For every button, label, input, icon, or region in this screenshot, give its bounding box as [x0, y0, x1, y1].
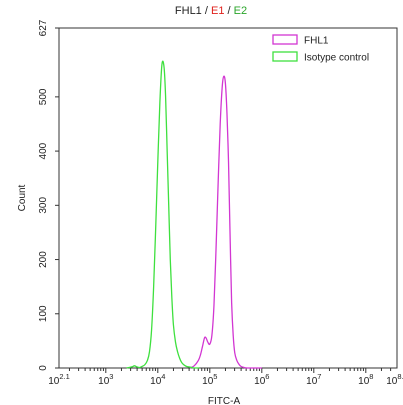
x-tick-label: 106 [254, 372, 269, 387]
title-part-3: / [224, 5, 233, 17]
legend-label: Isotype control [304, 53, 369, 64]
title-part-2: E1 [211, 5, 224, 17]
title-part-1: / [202, 5, 211, 17]
series-line-isotype-control [126, 60, 200, 369]
x-tick-label: 104 [150, 372, 165, 387]
chart-title: FHL1 / E1 / E2 [175, 5, 247, 17]
series-layer [126, 60, 262, 369]
legend-label: FHL1 [304, 36, 329, 47]
x-tick-label: 102.1 [48, 372, 70, 387]
title-part-0: FHL1 [175, 5, 202, 17]
y-tick-label: 500 [38, 88, 49, 105]
series-line-fhl1 [189, 75, 262, 369]
plot-frame [58, 27, 398, 369]
x-tick-label: 105 [202, 372, 217, 387]
x-tick-label: 103 [98, 372, 113, 387]
y-axis: 0 100 200 300 400 500 627 [38, 19, 59, 371]
legend: FHL1 Isotype control [272, 34, 369, 64]
x-axis: 102.1 103 104 105 106 107 108 108.6 [48, 368, 403, 387]
legend-swatch [272, 51, 298, 62]
y-tick-label: 300 [38, 197, 49, 214]
x-tick-label: 108.6 [386, 372, 403, 387]
y-tick-label: 0 [38, 365, 49, 371]
x-axis-label: FITC-A [208, 396, 241, 405]
legend-swatch [272, 34, 298, 45]
y-axis-label: Count [17, 184, 28, 211]
y-tick-label: 627 [38, 19, 49, 36]
y-tick-label: 200 [38, 251, 49, 268]
y-tick-label: 100 [38, 305, 49, 322]
x-tick-label: 108 [358, 372, 373, 387]
title-part-4: E2 [234, 5, 247, 17]
x-tick-label: 107 [306, 372, 321, 387]
y-tick-label: 400 [38, 142, 49, 159]
